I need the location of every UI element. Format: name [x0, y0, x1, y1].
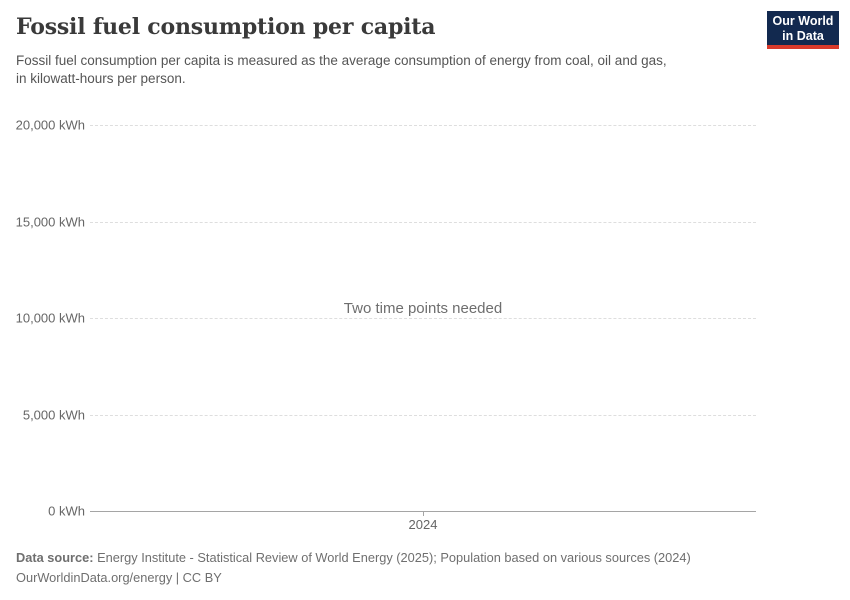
gridline-5000 — [90, 414, 756, 416]
subtitle-line-2: in kilowatt-hours per person. — [16, 70, 186, 86]
chart-subtitle: Fossil fuel consumption per capita is me… — [16, 52, 667, 87]
owid-logo-line-1: Our World — [772, 14, 834, 28]
x-axis-tick-mark-2024 — [423, 511, 424, 516]
gridline-20000 — [90, 125, 756, 126]
gridline-15000 — [90, 221, 756, 223]
gridline-10000 — [90, 318, 756, 319]
y-axis-tick-label-15000: 15,000 kWh — [15, 214, 85, 229]
data-source-label: Data source: — [16, 550, 94, 565]
empty-state-message: Two time points needed — [343, 300, 503, 317]
page-title: Fossil fuel consumption per capita — [16, 14, 436, 40]
y-axis-tick-label-10000: 10,000 kWh — [15, 310, 85, 326]
data-source-line: Data source: Energy Institute - Statisti… — [16, 548, 691, 568]
owid-logo-line-2: in Data — [782, 28, 824, 43]
y-axis-tick-label-0: 0 kWh — [48, 503, 85, 519]
data-source-text: Energy Institute - Statistical Review of… — [93, 550, 691, 565]
x-axis-tick-label-2024: 2024 — [408, 517, 438, 532]
y-axis-tick-label-5000: 5,000 kWh — [22, 407, 85, 422]
owid-logo[interactable]: Our World in Data — [767, 11, 839, 49]
subtitle-line-1: Fossil fuel consumption per capita is me… — [16, 53, 667, 68]
license-link[interactable]: OurWorldinData.org/energy | CC BY — [16, 570, 222, 585]
chart-footer: Data source: Energy Institute - Statisti… — [16, 548, 691, 588]
y-axis-tick-label-20000: 20,000 kWh — [15, 117, 85, 133]
